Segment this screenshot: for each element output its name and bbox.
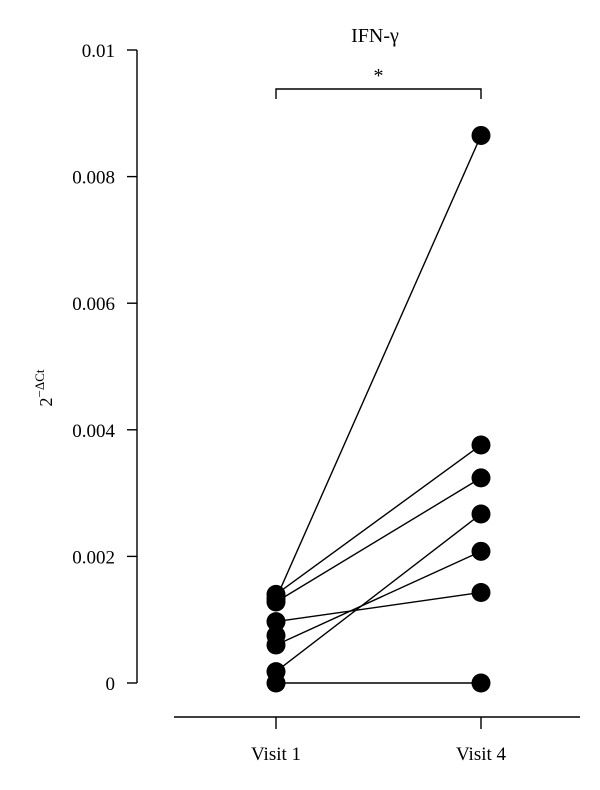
visit4-point: [471, 504, 491, 524]
y-axis-label: 2−ΔCt: [32, 369, 56, 406]
x-tick-label: Visit 4: [456, 744, 507, 765]
x-axis: Visit 1 Visit 4: [174, 716, 580, 765]
significance-bracket: *: [275, 65, 482, 99]
subject-line: [275, 513, 482, 673]
x-tick-label: Visit 1: [251, 744, 301, 765]
visit4-point: [471, 125, 491, 145]
subject-line: [275, 591, 482, 623]
subject-line: [275, 550, 482, 646]
visit1-point: [266, 626, 286, 646]
connecting-lines: [275, 135, 482, 684]
subject-line: [275, 444, 482, 595]
chart-title: IFN-γ: [351, 25, 399, 47]
visit4-point: [471, 673, 491, 693]
data-points: [266, 125, 491, 693]
y-tick-label: 0.004: [72, 421, 115, 442]
visit4-point: [471, 435, 491, 455]
visit1-point: [266, 612, 286, 632]
visit4-point: [471, 468, 491, 488]
visit1-point: [266, 592, 286, 612]
bracket-line: [275, 88, 482, 99]
y-tick-label: 0.006: [72, 294, 115, 315]
y-axis-label-superscript: −ΔCt: [32, 369, 47, 397]
y-axis-label-base: 2: [36, 397, 56, 406]
y-tick-label: 0.002: [72, 547, 115, 568]
significance-label: *: [374, 65, 384, 87]
y-tick-label: 0: [106, 674, 116, 695]
visit1-point: [266, 673, 286, 693]
visit4-point: [471, 541, 491, 561]
subject-line: [275, 135, 482, 600]
subject-line: [275, 477, 482, 603]
visit4-point: [471, 582, 491, 602]
y-tick-label: 0.01: [82, 41, 115, 62]
y-axis: 0 0.002 0.004 0.006 0.008 0.01: [72, 41, 138, 695]
y-tick-label: 0.008: [72, 168, 115, 189]
